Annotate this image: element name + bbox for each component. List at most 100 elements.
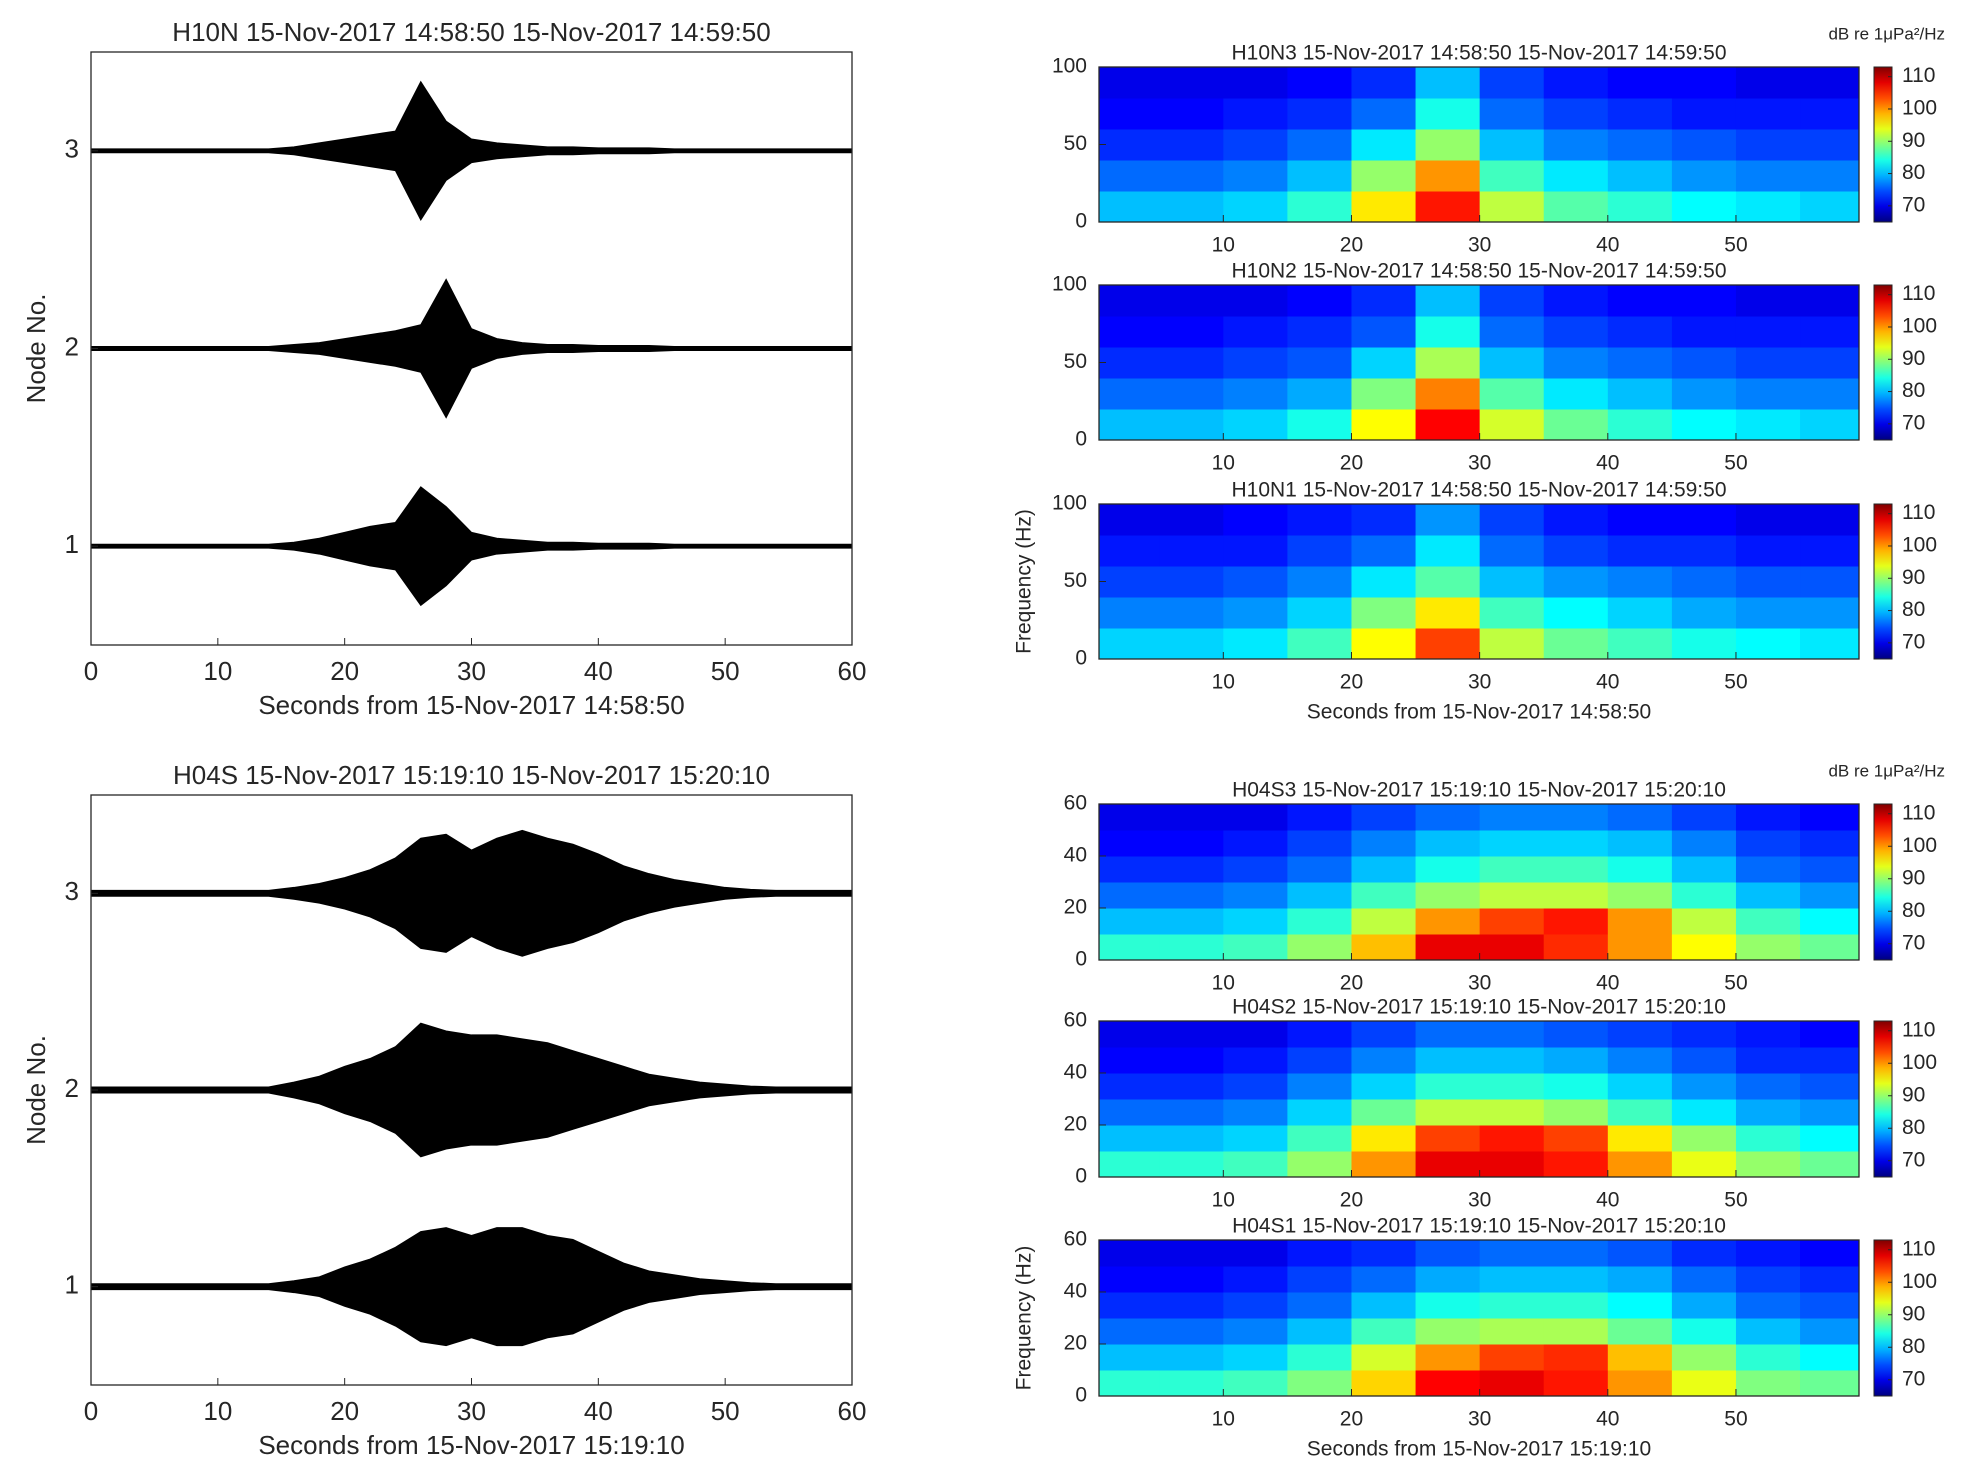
x-tick-label: 50 xyxy=(711,656,740,686)
trace xyxy=(90,1227,853,1288)
heatmap-cell xyxy=(1351,1021,1417,1048)
heatmap-cell xyxy=(1159,347,1224,379)
heatmap-cell xyxy=(1479,566,1545,598)
heatmap-cell xyxy=(1800,160,1859,192)
heatmap-cell xyxy=(1223,98,1288,130)
heatmap-cell xyxy=(1671,67,1737,99)
heatmap-cell xyxy=(1415,1344,1481,1371)
x-tick-label: 0 xyxy=(84,656,98,686)
heatmap-cell xyxy=(1099,347,1160,379)
heatmap-cell xyxy=(1543,1370,1609,1396)
heatmap-cell xyxy=(1607,1344,1673,1371)
heatmap-cell xyxy=(1223,160,1288,192)
heatmap-cell xyxy=(1415,347,1481,379)
y-tick-label: 2 xyxy=(65,1073,79,1103)
heatmap-cell xyxy=(1800,67,1859,99)
heatmap-cell xyxy=(1351,1099,1417,1126)
heatmap-cell xyxy=(1415,1021,1481,1048)
heatmap-cell xyxy=(1099,1292,1160,1319)
heatmap-cell xyxy=(1800,1125,1859,1152)
x-tick-label: 0 xyxy=(84,1396,98,1426)
colorbar-tick-label: 80 xyxy=(1902,899,1925,922)
heatmap-cell xyxy=(1351,856,1417,883)
heatmap-cell xyxy=(1671,1370,1737,1396)
heatmap-cell xyxy=(1351,1344,1417,1371)
heatmap-cell xyxy=(1800,1099,1859,1126)
heatmap-cell xyxy=(1800,378,1859,410)
heatmap-cell xyxy=(1479,378,1545,410)
x-tick-label: 50 xyxy=(711,1396,740,1426)
heatmap-cell xyxy=(1159,908,1224,935)
heatmap-cell xyxy=(1800,409,1859,440)
heatmap-cell xyxy=(1607,597,1673,629)
y-tick-label: 50 xyxy=(1064,569,1087,592)
heatmap-cell xyxy=(1735,535,1801,567)
x-tick-label: 40 xyxy=(1596,1189,1619,1212)
x-tick-label: 40 xyxy=(1596,234,1619,257)
colorbar-tick-label: 90 xyxy=(1902,1083,1925,1106)
heatmap-cell xyxy=(1543,1099,1609,1126)
colorbar-label: dB re 1μPa²/Hz xyxy=(1828,24,1945,43)
colorbar-tick-label: 110 xyxy=(1902,64,1935,87)
heatmap-cell xyxy=(1223,1344,1288,1371)
heatmap-cell xyxy=(1415,98,1481,130)
heatmap-cell xyxy=(1735,316,1801,348)
heatmap-cell xyxy=(1223,285,1288,317)
heatmap-cell xyxy=(1671,566,1737,598)
heatmap-cell xyxy=(1223,1099,1288,1126)
heatmap-cell xyxy=(1223,1125,1288,1152)
heatmap-cell xyxy=(1351,67,1417,99)
heatmap-cell xyxy=(1415,908,1481,935)
heatmap-cell xyxy=(1607,1151,1673,1177)
heatmap-cell xyxy=(1607,98,1673,130)
heatmap-cell xyxy=(1159,1073,1224,1100)
heatmap-cell xyxy=(1800,1073,1859,1100)
heatmap-cell xyxy=(1223,409,1288,440)
heatmap-cell xyxy=(1671,1344,1737,1371)
colorbar-tick-label: 110 xyxy=(1902,501,1935,524)
heatmap-cell xyxy=(1800,1318,1859,1345)
heatmap-cell xyxy=(1287,882,1352,909)
heatmap-cell xyxy=(1287,1266,1352,1293)
heatmap xyxy=(1099,1021,1859,1177)
heatmap-cell xyxy=(1479,285,1545,317)
heatmap-cell xyxy=(1287,129,1352,161)
colorbar-tick-label: 80 xyxy=(1902,379,1925,402)
heatmap-cell xyxy=(1671,1240,1737,1267)
heatmap-cell xyxy=(1159,804,1224,831)
heatmap-cell xyxy=(1415,1073,1481,1100)
heatmap-cell xyxy=(1415,1318,1481,1345)
heatmap-cell xyxy=(1159,1151,1224,1177)
heatmap-cell xyxy=(1800,1047,1859,1074)
heatmap-cell xyxy=(1099,830,1160,857)
y-tick-label: 20 xyxy=(1064,896,1087,919)
heatmap-cell xyxy=(1479,409,1545,440)
heatmap-cell xyxy=(1099,934,1160,960)
heatmap-cell xyxy=(1671,504,1737,536)
heatmap-cell xyxy=(1800,597,1859,629)
x-tick-label: 30 xyxy=(1468,1408,1491,1431)
heatmap-cell xyxy=(1479,1318,1545,1345)
y-axis-label: Frequency (Hz) xyxy=(1013,1246,1036,1391)
y-tick-label: 50 xyxy=(1064,132,1087,155)
y-tick-label: 1 xyxy=(65,529,79,559)
heatmap-cell xyxy=(1223,804,1288,831)
heatmap-cell xyxy=(1735,1125,1801,1152)
heatmap-cell xyxy=(1543,628,1609,659)
heatmap-cell xyxy=(1607,934,1673,960)
heatmap-cell xyxy=(1671,1099,1737,1126)
heatmap-cell xyxy=(1415,1047,1481,1074)
heatmap-cell xyxy=(1800,830,1859,857)
x-tick-label: 40 xyxy=(1596,1408,1619,1431)
colorbar-tick-label: 100 xyxy=(1902,534,1937,557)
heatmap-cell xyxy=(1287,1125,1352,1152)
heatmap-cell xyxy=(1415,129,1481,161)
colorbar-tick-label: 100 xyxy=(1902,315,1937,338)
heatmap-cell xyxy=(1351,597,1417,629)
heatmap-cell xyxy=(1800,804,1859,831)
heatmap-cell xyxy=(1159,67,1224,99)
heatmap-cell xyxy=(1543,1266,1609,1293)
heatmap-cell xyxy=(1223,1318,1288,1345)
heatmap-cell xyxy=(1351,1318,1417,1345)
heatmap-cell xyxy=(1800,566,1859,598)
